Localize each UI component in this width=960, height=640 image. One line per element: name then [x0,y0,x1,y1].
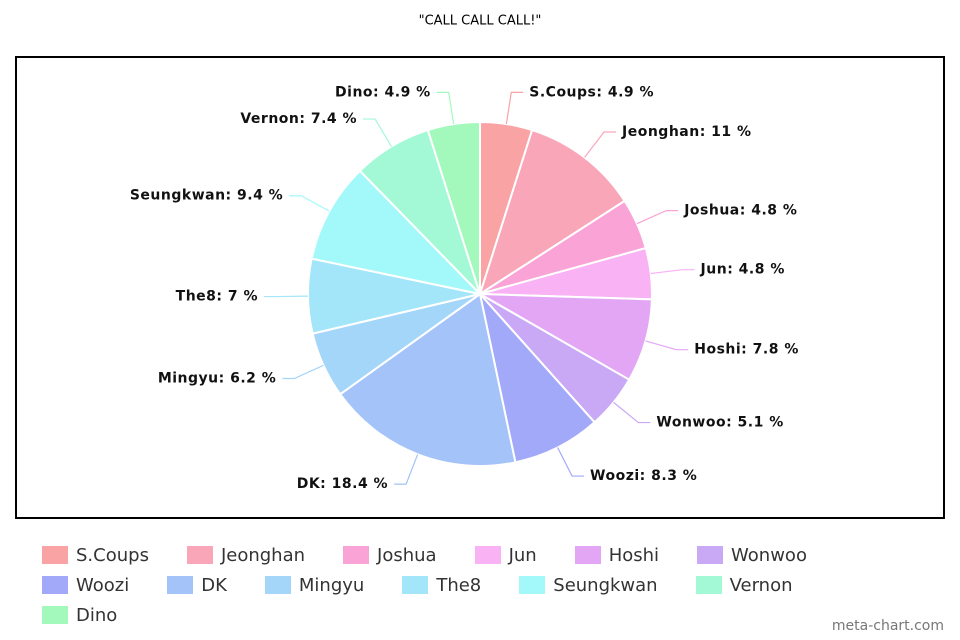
pie-slice [426,120,481,295]
data-label: S.Coups: 4.9 % [529,84,654,100]
legend-label: Wonwoo [731,544,807,566]
legend-item: Seungkwan [519,574,658,596]
data-label: DK: 18.4 % [297,476,388,492]
legend-label: The8 [436,574,482,596]
legend-label: Jun [508,544,537,566]
legend-swatch [186,546,213,564]
legend-swatch [42,546,68,564]
legend-label: Hoshi [608,544,660,566]
legend-item: S.Coups [42,544,149,566]
legend-item: The8 [402,574,482,596]
legend-label: Joshua [377,544,437,566]
legend-label: Dino [76,604,118,626]
plot-frame [15,56,945,519]
legend-label: Vernon [729,574,793,596]
legend-label: DK [201,574,227,596]
data-label: Woozi: 8.3 % [590,468,697,484]
leader-line [650,269,695,275]
legend-swatch [42,576,68,594]
legend-swatch [695,576,722,594]
watermark: meta-chart.com [831,618,944,634]
chart: "CALL CALL CALL!" S.Coups: 4.9 % Jeonghan… [15,14,945,519]
data-label: Seungkwan: 9.4 % [130,188,283,204]
pie-slice [478,290,596,464]
legend-item: DK [167,574,227,596]
legend-swatch [42,606,68,624]
legend-swatch [474,546,501,564]
data-label: Jun: 4.8 % [700,262,785,278]
legend-label: Woozi [76,574,130,596]
data-label: Jeonghan: 11 % [621,124,752,140]
legend-swatch [167,576,194,594]
legend-item: Jeonghan [186,544,306,566]
legend-item: Hoshi [574,544,660,566]
leader-line [505,91,524,125]
legend-item: Wonwoo [697,544,807,566]
legend-swatch [264,576,291,594]
legend-item: Vernon [695,574,793,596]
leader-line [394,454,419,485]
legend-item: Woozi [42,574,130,596]
legend-label: Seungkwan [553,574,658,596]
leader-line [363,118,393,147]
legend-swatch [697,546,724,564]
legend-label: S.Coups [76,544,149,566]
leader-line [557,447,585,477]
legend-item: Dino [42,604,118,626]
leader-line [289,195,330,212]
legend-item: Joshua [343,544,437,566]
pie-slice [478,128,627,297]
data-label: Dino: 4.9 % [335,84,431,100]
legend-swatch [574,546,601,564]
legend-swatch [519,576,546,594]
legend-label: Jeonghan [220,544,306,566]
legend: S.Coups Jeonghan Joshua Jun Hoshi Wonwoo Woozi… [42,544,942,626]
leader-line [282,364,324,380]
legend-swatch [402,576,429,594]
data-label: Mingyu: 6.2 % [158,371,277,387]
pie-slice [310,169,484,296]
leader-line [436,91,455,125]
legend-item: Jun [474,544,537,566]
data-label: Hoshi: 7.8 % [694,342,799,358]
leader-line [584,131,617,158]
pie-slice [338,292,517,467]
data-label: Vernon: 7.4 % [240,111,357,127]
legend-swatch [343,546,370,564]
data-label: The8: 7 % [176,289,258,305]
leader-line [645,340,689,351]
legend-item: Mingyu [264,574,365,596]
leader-line [636,210,679,225]
chart-title: "CALL CALL CALL!" [419,14,542,29]
leader-line [613,401,651,424]
data-label: Joshua: 4.8 % [683,203,797,219]
data-label: Wonwoo: 5.1 % [656,415,783,431]
legend-label: Mingyu [298,574,365,596]
